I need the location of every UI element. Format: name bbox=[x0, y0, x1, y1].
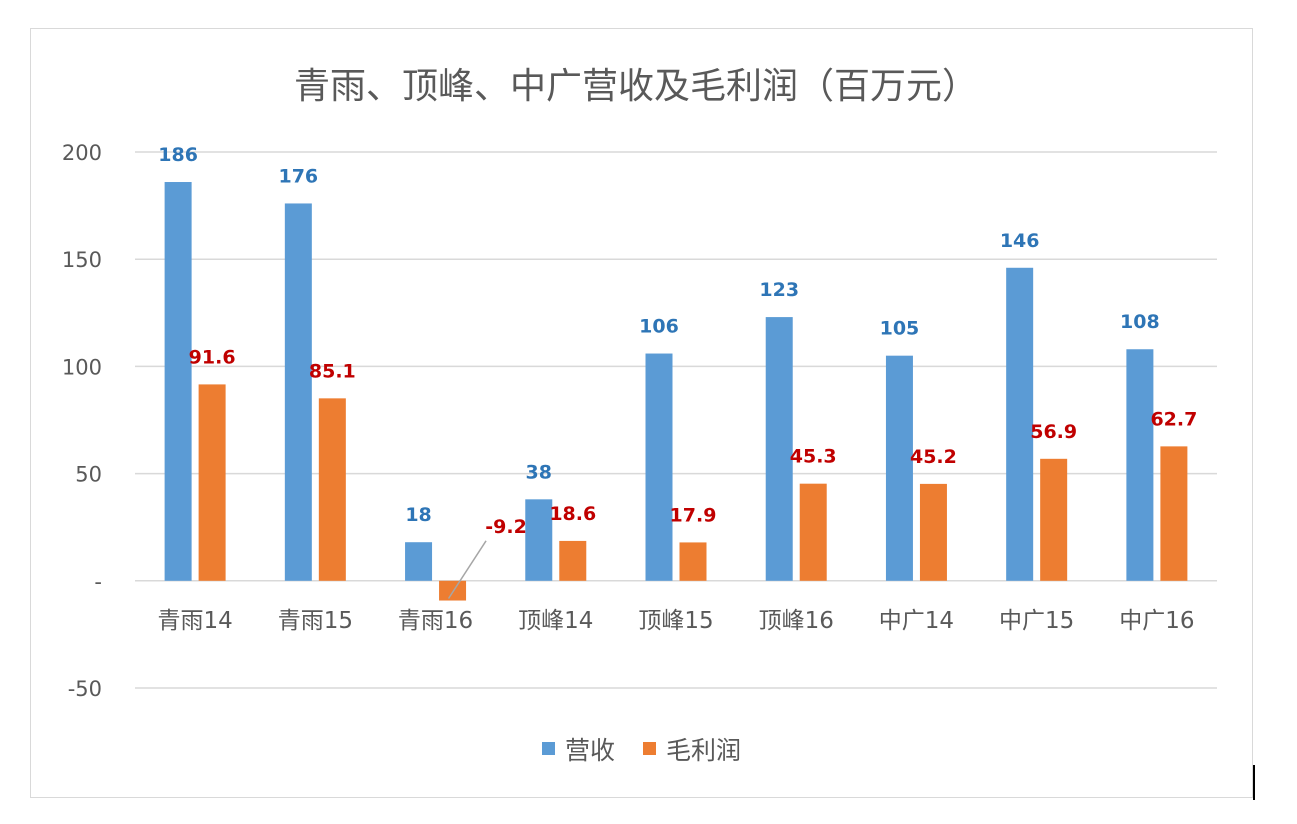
chart-title: 青雨、顶峰、中广营收及毛利润（百万元） bbox=[294, 66, 978, 107]
bar-revenue bbox=[645, 353, 673, 581]
x-tick-label: 顶峰14 bbox=[518, 608, 593, 634]
data-label: 176 bbox=[278, 165, 318, 187]
bar-revenue bbox=[405, 542, 433, 581]
bar-revenue bbox=[1126, 349, 1154, 581]
x-tick-label: 中广14 bbox=[879, 608, 954, 634]
chart-border bbox=[30, 28, 1253, 798]
legend: 营收 毛利润 bbox=[542, 736, 741, 765]
bar-gross-profit bbox=[1160, 446, 1188, 581]
bar-gross-profit bbox=[318, 398, 346, 581]
bar-gross-profit bbox=[679, 542, 707, 581]
data-label: 108 bbox=[1120, 311, 1160, 333]
data-label: 123 bbox=[759, 279, 799, 301]
bar-revenue bbox=[164, 182, 192, 581]
data-label: 105 bbox=[880, 318, 920, 340]
bar-gross-profit bbox=[559, 540, 587, 581]
x-tick-label: 青雨16 bbox=[398, 608, 473, 634]
y-tick-label: 200 bbox=[62, 141, 102, 165]
data-label: 17.9 bbox=[670, 504, 717, 526]
bar-revenue bbox=[885, 355, 913, 581]
x-tick-label: 青雨15 bbox=[278, 608, 353, 634]
x-tick-label: 青雨14 bbox=[157, 608, 232, 634]
data-label: 38 bbox=[526, 461, 552, 483]
x-tick-label: 中广16 bbox=[1119, 608, 1194, 634]
data-label: 85.1 bbox=[309, 360, 356, 382]
y-tick-label: -50 bbox=[68, 677, 102, 701]
legend-label: 毛利润 bbox=[666, 736, 741, 765]
data-label: 18 bbox=[405, 504, 431, 526]
data-label: 45.2 bbox=[910, 446, 957, 468]
bar-revenue bbox=[525, 499, 553, 581]
y-tick-label: - bbox=[94, 570, 102, 594]
bar-revenue bbox=[1006, 267, 1034, 581]
leader-line bbox=[447, 540, 487, 599]
bar-gross-profit bbox=[799, 483, 827, 581]
bar-gross-profit bbox=[439, 580, 467, 601]
data-label: 56.9 bbox=[1030, 421, 1077, 443]
data-label: 18.6 bbox=[549, 503, 596, 525]
data-label: 62.7 bbox=[1150, 408, 1197, 430]
bar-gross-profit bbox=[198, 384, 226, 581]
legend-label: 营收 bbox=[565, 736, 615, 765]
y-tick-label: 50 bbox=[75, 463, 102, 487]
bar-gross-profit bbox=[1040, 458, 1068, 581]
data-label: 146 bbox=[1000, 230, 1040, 252]
data-label: 91.6 bbox=[189, 346, 236, 368]
data-label: 186 bbox=[158, 144, 198, 166]
bar-revenue bbox=[765, 317, 793, 581]
bar-revenue bbox=[284, 203, 312, 581]
x-tick-label: 顶峰16 bbox=[759, 608, 834, 634]
data-label: 106 bbox=[639, 316, 679, 338]
data-label: -9.2 bbox=[485, 516, 527, 538]
y-tick-label: 100 bbox=[62, 355, 102, 379]
bar-gross-profit bbox=[919, 483, 947, 581]
x-tick-label: 中广15 bbox=[999, 608, 1074, 634]
legend-swatch bbox=[643, 742, 656, 755]
x-tick-label: 顶峰15 bbox=[638, 608, 713, 634]
data-label: 45.3 bbox=[790, 446, 837, 468]
y-tick-label: 150 bbox=[62, 248, 102, 272]
legend-swatch bbox=[542, 742, 555, 755]
